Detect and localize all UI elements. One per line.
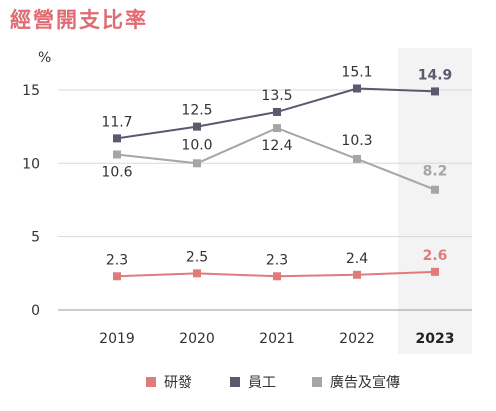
data-point [273, 107, 281, 116]
data-label: 12.5 [181, 103, 212, 119]
data-point [431, 267, 439, 276]
legend-swatch [230, 377, 240, 387]
x-tick-label: 2020 [179, 331, 215, 347]
data-point [273, 272, 281, 281]
data-label: 15.1 [341, 64, 372, 80]
y-axis-label: % [38, 50, 51, 66]
data-point [353, 270, 361, 279]
data-label: 14.9 [418, 67, 453, 83]
legend-label: 研發 [164, 375, 192, 391]
data-label: 2.3 [266, 252, 288, 268]
chart-title: 經營開支比率 [10, 8, 148, 32]
data-label: 8.2 [423, 164, 448, 180]
data-label: 2.4 [346, 251, 368, 267]
data-point [113, 272, 121, 281]
data-point [353, 84, 361, 93]
data-label: 12.4 [261, 138, 292, 154]
data-label: 2.5 [186, 249, 208, 265]
data-point [431, 87, 439, 96]
data-label: 13.5 [261, 88, 292, 104]
x-tick-label: 2023 [416, 331, 455, 347]
legend-swatch [312, 377, 322, 387]
data-point [431, 185, 439, 194]
data-point [113, 150, 121, 159]
data-point [193, 122, 201, 131]
y-tick-label: 15 [22, 83, 40, 99]
legend-label: 廣告及宣傳 [330, 374, 400, 391]
highlight-band [398, 48, 472, 354]
x-tick-label: 2019 [99, 331, 135, 347]
data-label: 11.7 [101, 114, 132, 130]
data-point [113, 134, 121, 143]
x-tick-label: 2021 [259, 331, 295, 347]
x-tick-label: 2022 [339, 331, 375, 347]
y-tick-label: 5 [31, 230, 40, 246]
data-point [273, 124, 281, 133]
data-point [193, 269, 201, 278]
data-point [353, 154, 361, 163]
legend-label: 員工 [248, 375, 276, 391]
data-label: 10.6 [101, 164, 132, 180]
legend-swatch [146, 377, 156, 387]
data-label: 10.0 [181, 137, 212, 153]
y-tick-label: 0 [31, 303, 40, 319]
data-label: 2.6 [423, 248, 448, 264]
y-tick-label: 10 [22, 156, 40, 172]
data-point [193, 159, 201, 168]
data-label: 10.3 [341, 133, 372, 149]
data-label: 2.3 [106, 252, 128, 268]
